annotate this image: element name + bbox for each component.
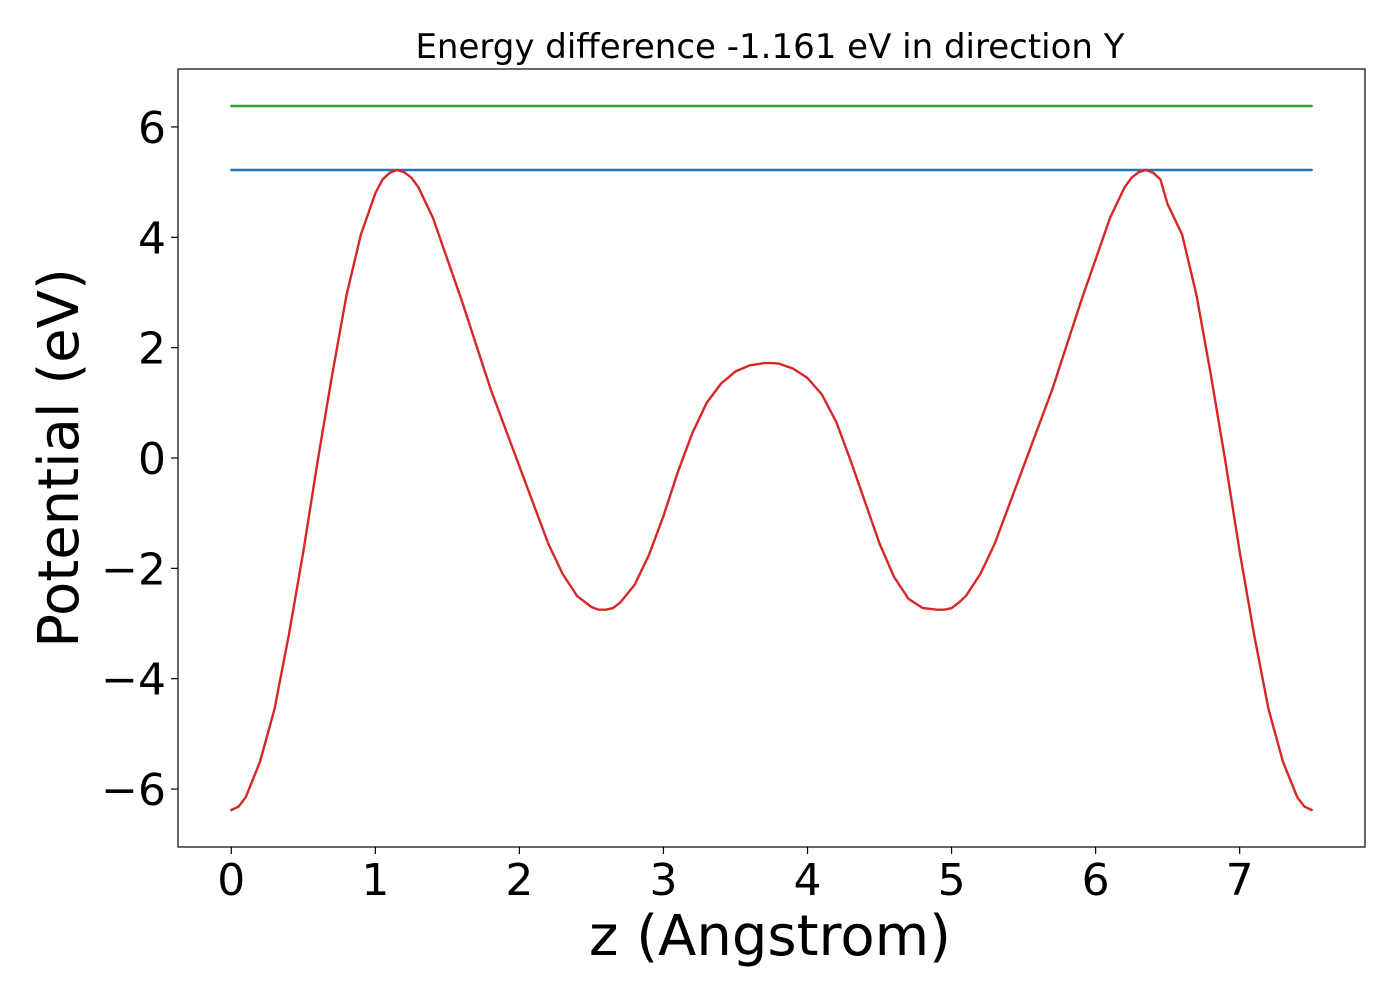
y-tick-label: 4 — [138, 213, 166, 264]
x-axis: 0 1 2 3 4 5 6 7 — [217, 847, 1254, 906]
chart-title: Energy difference -1.161 eV in direction… — [415, 27, 1124, 67]
y-tick-label: 6 — [138, 103, 166, 154]
y-tick-label: 0 — [138, 434, 166, 485]
x-axis-label: z (Angstrom) — [589, 904, 951, 969]
x-tick-label: 3 — [649, 855, 677, 906]
x-tick-label: 1 — [361, 855, 389, 906]
x-tick-label: 4 — [794, 855, 822, 906]
x-tick-label: 7 — [1226, 855, 1254, 906]
x-tick-label: 6 — [1082, 855, 1110, 906]
plot-area — [230, 104, 1313, 812]
axes-frame — [177, 68, 1366, 848]
y-axis-label: Potential (eV) — [27, 268, 92, 648]
y-tick-label: −6 — [101, 765, 166, 816]
x-tick-label: 0 — [217, 855, 245, 906]
x-tick-label: 2 — [505, 855, 533, 906]
y-tick-label: −2 — [101, 544, 166, 595]
y-axis: −6 −4 −2 0 2 4 6 — [101, 103, 178, 816]
series-line-3 — [230, 168, 1313, 812]
x-tick-label: 5 — [938, 855, 966, 906]
y-tick-label: 2 — [138, 324, 166, 375]
y-tick-label: −4 — [101, 655, 166, 706]
